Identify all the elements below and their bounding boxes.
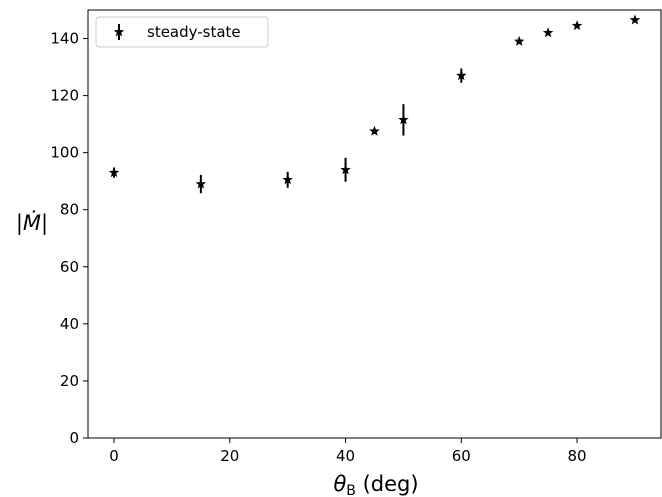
y-tick-label: 100 [50,144,79,162]
data-point [456,68,467,83]
y-axis: 0 20 40 60 80 100 120 140 [50,30,88,447]
star-marker [340,164,351,175]
legend-label-steady-state: steady-state [147,23,241,41]
star-marker [542,27,554,38]
data-point [282,171,293,188]
y-tick-label: 0 [69,429,79,447]
data-point [108,167,120,178]
data-point [369,125,380,136]
data-point [542,27,554,38]
star-marker [513,35,525,46]
data-point [513,35,525,46]
y-tick-label: 120 [50,87,79,105]
data-point [340,157,351,182]
data-series-steady-state [108,14,641,194]
y-tick-label: 60 [60,258,79,276]
legend-star-marker [113,26,125,37]
y-axis-label: |Ṁ| [16,210,48,236]
y-tick-label: 140 [50,30,79,48]
x-tick-label: 80 [568,447,587,465]
plot-area [87,9,662,439]
x-tick-label: 20 [220,447,239,465]
plot-frame [87,9,662,439]
star-marker [629,14,641,25]
legend: steady-state [95,16,269,48]
legend-marker-steady-state [113,24,125,40]
data-point [195,174,207,194]
data-point [398,104,409,136]
data-point [629,14,641,25]
x-tick-label: 60 [452,447,471,465]
star-marker [398,114,409,125]
x-tick-label: 0 [109,447,119,465]
data-point [571,20,583,31]
star-marker [571,20,583,31]
star-marker [108,167,120,178]
y-tick-label: 40 [60,315,79,333]
y-tick-label: 20 [60,372,79,390]
x-axis: 0 20 40 60 80 [109,438,587,465]
x-tick-label: 40 [336,447,355,465]
star-marker [456,70,467,81]
x-axis-label: θB (deg) [333,472,418,497]
legend-box [95,16,269,48]
star-marker [369,125,380,136]
star-marker [195,178,207,189]
y-tick-label: 80 [60,201,79,219]
star-marker [282,174,293,185]
